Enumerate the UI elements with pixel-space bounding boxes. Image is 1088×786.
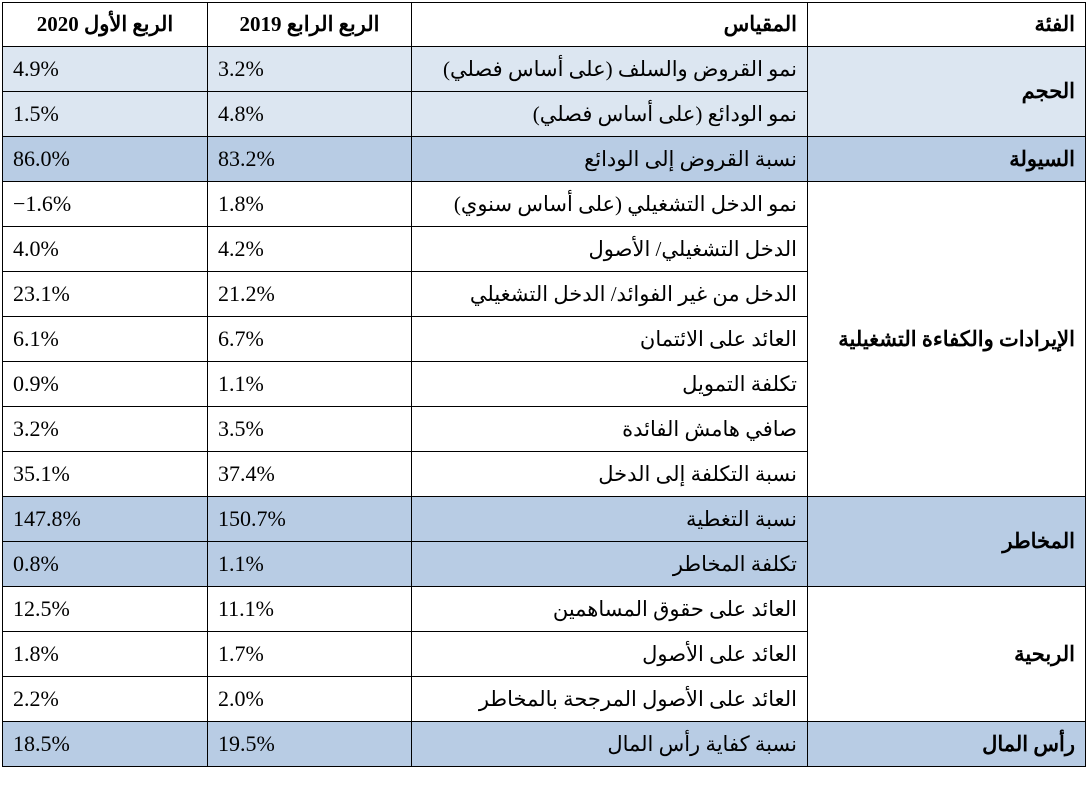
metric-cell: العائد على حقوق المساهمين — [411, 586, 808, 632]
metric-cell: صافي هامش الفائدة — [411, 406, 808, 452]
table-row: العائد على الأصول المرجحة بالمخاطر 2.0% 2.… — [2, 676, 1086, 722]
q4-2019-cell: 3.2% — [207, 46, 412, 92]
q1-2020-cell: 6.1% — [2, 316, 208, 362]
category-cell: الربحية — [807, 586, 1086, 722]
table-row: الحجم نمو القروض والسلف (على أساس فصلي) 3.… — [2, 46, 1086, 137]
category-cell: الإيرادات والكفاءة التشغيلية — [807, 181, 1086, 497]
table-row: الدخل التشغيلي/ الأصول 4.2% 4.0% — [2, 226, 1086, 272]
q1-2020-cell: 0.8% — [2, 541, 208, 587]
table-row: تكلفة المخاطر 1.1% 0.8% — [2, 541, 1086, 587]
q1-2020-cell: 23.1% — [2, 271, 208, 317]
table-row: العائد على الأصول 1.7% 1.8% — [2, 631, 1086, 677]
table-row: رأس المال نسبة كفاية رأس المال 19.5% 18.5% — [2, 721, 1086, 767]
q4-2019-cell: 1.1% — [207, 361, 412, 407]
table-row: العائد على الائتمان 6.7% 6.1% — [2, 316, 1086, 362]
q1-2020-cell: 35.1% — [2, 451, 208, 497]
header-category: الفئة — [807, 2, 1086, 47]
q4-2019-cell: 21.2% — [207, 271, 412, 317]
q4-2019-cell: 37.4% — [207, 451, 412, 497]
q4-2019-cell: 2.0% — [207, 676, 412, 722]
category-cell: الحجم — [807, 46, 1086, 137]
table-row: نمو الودائع (على أساس فصلي) 4.8% 1.5% — [2, 91, 1086, 137]
header-q1-2020: الربع الأول 2020 — [2, 2, 208, 47]
q1-2020-cell: 12.5% — [2, 586, 208, 632]
table-row: صافي هامش الفائدة 3.5% 3.2% — [2, 406, 1086, 452]
category-cell: رأس المال — [807, 721, 1086, 767]
q4-2019-cell: 1.7% — [207, 631, 412, 677]
metric-cell: نسبة القروض إلى الودائع — [411, 136, 808, 182]
metric-cell: نمو الدخل التشغيلي (على أساس سنوي) — [411, 181, 808, 227]
table-row: الإيرادات والكفاءة التشغيلية نمو الدخل ال… — [2, 181, 1086, 497]
metric-cell: نمو القروض والسلف (على أساس فصلي) — [411, 46, 808, 92]
q1-2020-cell: −1.6% — [2, 181, 208, 227]
category-cell: المخاطر — [807, 496, 1086, 587]
header-metric: المقياس — [411, 2, 808, 47]
q1-2020-cell: 4.9% — [2, 46, 208, 92]
q1-2020-cell: 1.5% — [2, 91, 208, 137]
q1-2020-cell: 18.5% — [2, 721, 208, 767]
metric-cell: نسبة التكلفة إلى الدخل — [411, 451, 808, 497]
q4-2019-cell: 83.2% — [207, 136, 412, 182]
metric-cell: نمو الودائع (على أساس فصلي) — [411, 91, 808, 137]
kpi-table: الفئة المقياس الربع الرابع 2019 الربع ال… — [2, 2, 1086, 767]
metric-cell: الدخل التشغيلي/ الأصول — [411, 226, 808, 272]
q1-2020-cell: 3.2% — [2, 406, 208, 452]
metric-cell: العائد على الائتمان — [411, 316, 808, 362]
q4-2019-cell: 3.5% — [207, 406, 412, 452]
q4-2019-cell: 19.5% — [207, 721, 412, 767]
metric-cell: نسبة كفاية رأس المال — [411, 721, 808, 767]
table-row: نسبة التكلفة إلى الدخل 37.4% 35.1% — [2, 451, 1086, 497]
metric-cell: تكلفة المخاطر — [411, 541, 808, 587]
table-row: الربحية العائد على حقوق المساهمين 11.1% 12.… — [2, 586, 1086, 722]
header-q4-2019: الربع الرابع 2019 — [207, 2, 412, 47]
q4-2019-cell: 4.8% — [207, 91, 412, 137]
q4-2019-cell: 1.8% — [207, 181, 412, 227]
metric-cell: نسبة التغطية — [411, 496, 808, 542]
table-row: السيولة نسبة القروض إلى الودائع 83.2% 86.0% — [2, 136, 1086, 182]
metric-cell: العائد على الأصول المرجحة بالمخاطر — [411, 676, 808, 722]
q1-2020-cell: 1.8% — [2, 631, 208, 677]
q1-2020-cell: 147.8% — [2, 496, 208, 542]
q4-2019-cell: 11.1% — [207, 586, 412, 632]
metric-cell: تكلفة التمويل — [411, 361, 808, 407]
q1-2020-cell: 4.0% — [2, 226, 208, 272]
table-row: المخاطر نسبة التغطية 150.7% 147.8% — [2, 496, 1086, 587]
metric-cell: الدخل من غير الفوائد/ الدخل التشغيلي — [411, 271, 808, 317]
table-row: الدخل من غير الفوائد/ الدخل التشغيلي 21.2… — [2, 271, 1086, 317]
q4-2019-cell: 6.7% — [207, 316, 412, 362]
q1-2020-cell: 86.0% — [2, 136, 208, 182]
metric-cell: العائد على الأصول — [411, 631, 808, 677]
q4-2019-cell: 1.1% — [207, 541, 412, 587]
table-body: الحجم نمو القروض والسلف (على أساس فصلي) 3.… — [2, 46, 1086, 767]
q4-2019-cell: 150.7% — [207, 496, 412, 542]
q4-2019-cell: 4.2% — [207, 226, 412, 272]
header-row: الفئة المقياس الربع الرابع 2019 الربع ال… — [2, 2, 1086, 47]
q1-2020-cell: 2.2% — [2, 676, 208, 722]
category-cell: السيولة — [807, 136, 1086, 182]
q1-2020-cell: 0.9% — [2, 361, 208, 407]
